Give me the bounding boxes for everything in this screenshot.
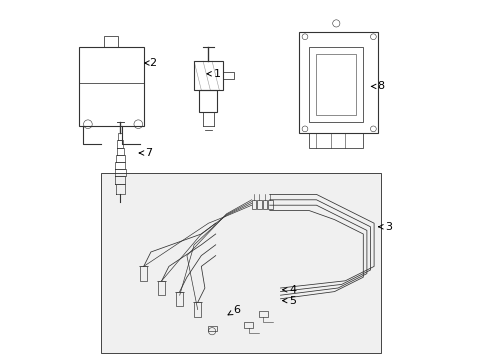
Bar xyxy=(194,61,223,90)
Bar xyxy=(267,200,272,209)
Text: 1: 1 xyxy=(206,69,221,79)
Bar xyxy=(316,54,355,115)
Bar xyxy=(258,311,267,317)
Text: 4: 4 xyxy=(282,285,296,295)
Bar xyxy=(199,90,217,112)
Bar xyxy=(104,36,118,47)
Bar xyxy=(309,133,363,148)
Text: 8: 8 xyxy=(371,81,384,91)
Bar xyxy=(101,173,381,353)
Text: 3: 3 xyxy=(378,222,391,232)
Bar xyxy=(298,32,377,133)
Text: 5: 5 xyxy=(282,296,296,306)
Bar xyxy=(176,292,183,306)
Bar xyxy=(262,200,266,209)
Text: 2: 2 xyxy=(144,58,156,68)
Bar xyxy=(140,266,147,281)
Bar xyxy=(309,47,363,122)
Bar xyxy=(208,326,217,331)
Bar xyxy=(194,302,201,317)
Text: 6: 6 xyxy=(227,305,240,315)
Text: 7: 7 xyxy=(139,148,152,158)
Bar xyxy=(244,322,253,328)
Bar xyxy=(257,200,261,209)
Bar xyxy=(79,47,143,126)
Bar xyxy=(251,200,256,209)
Bar xyxy=(158,281,165,295)
